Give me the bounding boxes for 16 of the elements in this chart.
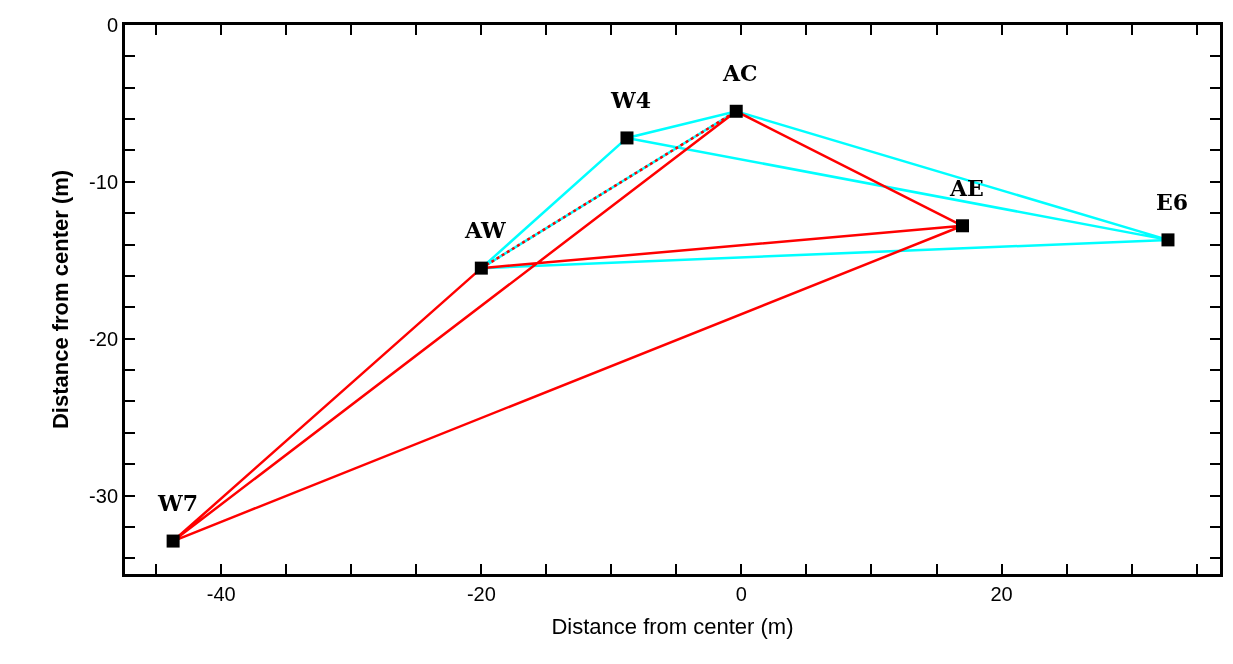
annotation: AE <box>949 175 984 201</box>
annotation: AW <box>464 217 506 243</box>
x-tick-label: -40 <box>206 583 236 605</box>
annotation: AC <box>722 60 758 86</box>
y-tick-label: -10 <box>89 170 118 193</box>
y-tick-label: -30 <box>89 484 118 507</box>
annotation: W7 <box>157 490 199 516</box>
y-axis-title: Distance from center (m) <box>47 169 73 430</box>
annotation: E6 <box>1156 189 1189 215</box>
x-tick-label: 20 <box>990 583 1013 605</box>
x-tick-label: 0 <box>735 583 747 605</box>
y-tick-label: -20 <box>89 327 118 350</box>
y-tick-label: 0 <box>106 14 118 36</box>
x-tick-label: -20 <box>466 583 496 605</box>
x-axis-title: Distance from center (m) <box>551 613 794 639</box>
annotation: W4 <box>610 87 652 113</box>
